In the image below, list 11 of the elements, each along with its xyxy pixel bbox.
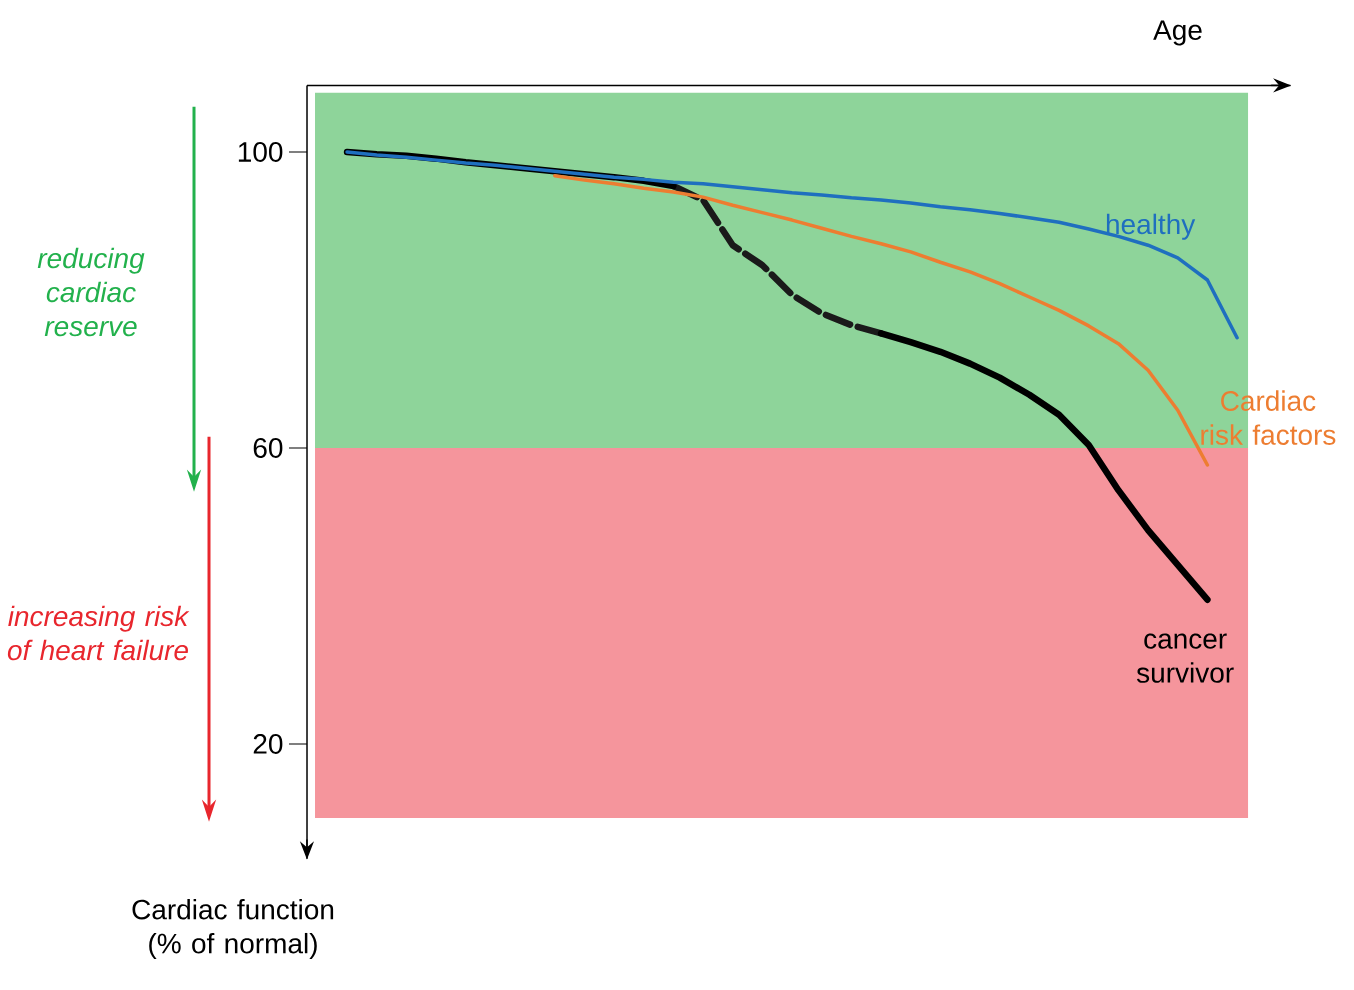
- series-label: Cardiac risk factors: [1201, 390, 1336, 445]
- line-series: [345, 150, 1239, 340]
- y-tick-label: 60: [253, 438, 283, 458]
- y-tick-label: 100: [238, 142, 283, 162]
- series-label: healthy: [1106, 213, 1196, 240]
- y-axis-title: Cardiac function (% of normal): [132, 898, 334, 960]
- y-tick-label: 20: [253, 734, 283, 754]
- text: increasing risk of heart failure: [7, 605, 190, 661]
- x-axis-title: Age: [1153, 20, 1202, 46]
- text: reducing cardiac reserve: [37, 247, 145, 337]
- series-label: cancer survivor: [1136, 633, 1234, 683]
